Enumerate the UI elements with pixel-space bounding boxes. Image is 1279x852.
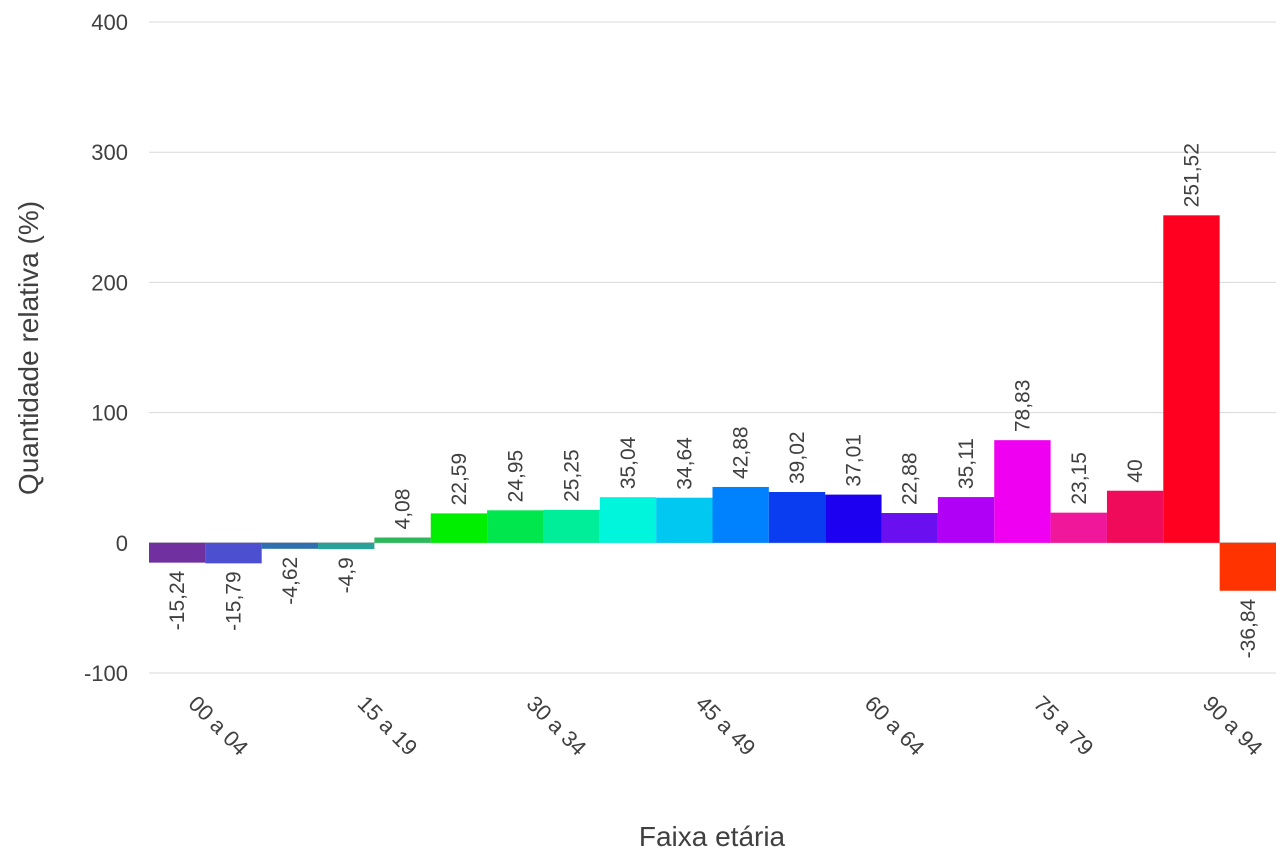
bar — [937, 497, 995, 543]
data-label: 4,08 — [392, 489, 415, 530]
data-label: 24,95 — [504, 450, 527, 503]
bar — [543, 509, 600, 543]
data-label: -15,79 — [223, 571, 246, 631]
data-label: 35,11 — [955, 438, 978, 489]
y-tick-label: 100 — [91, 401, 128, 426]
data-label: 40 — [1124, 459, 1147, 482]
y-tick-label: -100 — [84, 661, 128, 686]
bar — [487, 510, 544, 543]
data-label: -15,24 — [166, 570, 189, 630]
data-label: 35,04 — [617, 436, 640, 489]
bar — [1219, 542, 1276, 591]
y-axis-ticks: -100 0 100 200 300 400 — [84, 10, 128, 686]
x-axis-ticks: 00 a 04 15 a 19 30 a 34 45 a 49 60 a 64 75 a … — [184, 691, 1268, 761]
data-label: 34,64 — [673, 437, 696, 490]
gridlines — [149, 21, 1276, 674]
bar — [825, 494, 882, 543]
data-labels: -15,24 -15,79 -4,62 -4,9 4,08 22,59 24,95 25,25… — [166, 143, 1260, 658]
data-label: 78,83 — [1011, 380, 1034, 433]
bar — [599, 497, 657, 543]
bar — [374, 537, 431, 543]
bar — [430, 513, 488, 543]
bar — [261, 542, 319, 549]
bar — [768, 491, 826, 543]
y-tick-label: 300 — [91, 140, 128, 165]
data-label: -36,84 — [1237, 598, 1260, 658]
data-label: 22,59 — [448, 453, 471, 506]
bar — [149, 542, 206, 563]
x-tick-label: 00 a 04 — [184, 691, 254, 761]
x-tick-label: 30 a 34 — [522, 691, 592, 761]
data-label: 42,88 — [730, 426, 753, 479]
data-label: 251,52 — [1180, 143, 1203, 207]
x-tick-label: 15 a 19 — [353, 691, 423, 761]
x-tick-label: 60 a 64 — [860, 691, 930, 761]
data-label: -4,9 — [335, 557, 358, 593]
y-tick-label: 400 — [91, 10, 128, 35]
bar — [205, 542, 262, 564]
bar — [881, 513, 938, 543]
bar — [712, 486, 769, 543]
data-label: 25,25 — [561, 449, 584, 502]
x-tick-label: 90 a 94 — [1198, 691, 1268, 761]
y-axis-title: Quantidade relativa (%) — [13, 201, 44, 495]
x-tick-label: 75 a 79 — [1029, 691, 1099, 761]
y-tick-label: 200 — [91, 270, 128, 295]
bar — [318, 542, 375, 550]
x-tick-label: 45 a 49 — [691, 691, 761, 761]
data-label: 23,15 — [1068, 452, 1091, 505]
y-tick-label: 0 — [116, 531, 128, 556]
bar — [1050, 512, 1107, 543]
data-label: 37,01 — [842, 434, 865, 487]
bar — [994, 440, 1051, 543]
x-axis-title: Faixa etária — [639, 821, 786, 852]
data-label: 22,88 — [899, 452, 922, 505]
bar — [1163, 215, 1220, 543]
bar — [1106, 490, 1164, 543]
data-label: 39,02 — [786, 431, 809, 484]
bar — [656, 497, 713, 543]
bars — [149, 215, 1276, 591]
data-label: -4,62 — [279, 557, 302, 605]
